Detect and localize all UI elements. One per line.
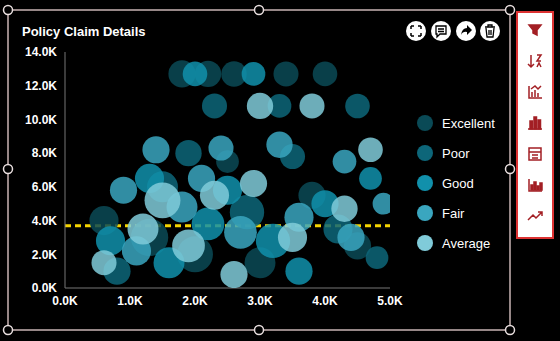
html-text:Fair: Fair [442,205,465,221]
svg-text:2.0K: 2.0K [182,294,208,308]
svg-text:14.0K: 14.0K [25,45,57,59]
svg-text:5.0K: 5.0K [377,294,403,308]
svg-text:3.0K: 3.0K [247,294,273,308]
svg-text:4.0K: 4.0K [312,294,338,308]
svg-text:1.0K: 1.0K [117,294,143,308]
svg-text:0.0K: 0.0K [32,281,58,295]
html-text:Average: Average [442,235,491,251]
svg-text:10.0K: 10.0K [25,113,57,127]
html-text:Policy Claim Details: Policy Claim Details [22,24,146,39]
svg-text:6.0K: 6.0K [32,180,58,194]
svg-text:2.0K: 2.0K [32,248,58,262]
svg-text:8.0K: 8.0K [32,146,58,160]
svg-text:0.0K: 0.0K [52,294,78,308]
html-text:Excellent: Excellent [442,115,495,131]
html-text:Poor: Poor [442,145,470,161]
html-text:Good: Good [442,175,474,191]
svg-text:4.0K: 4.0K [32,214,58,228]
svg-text:12.0K: 12.0K [25,79,57,93]
